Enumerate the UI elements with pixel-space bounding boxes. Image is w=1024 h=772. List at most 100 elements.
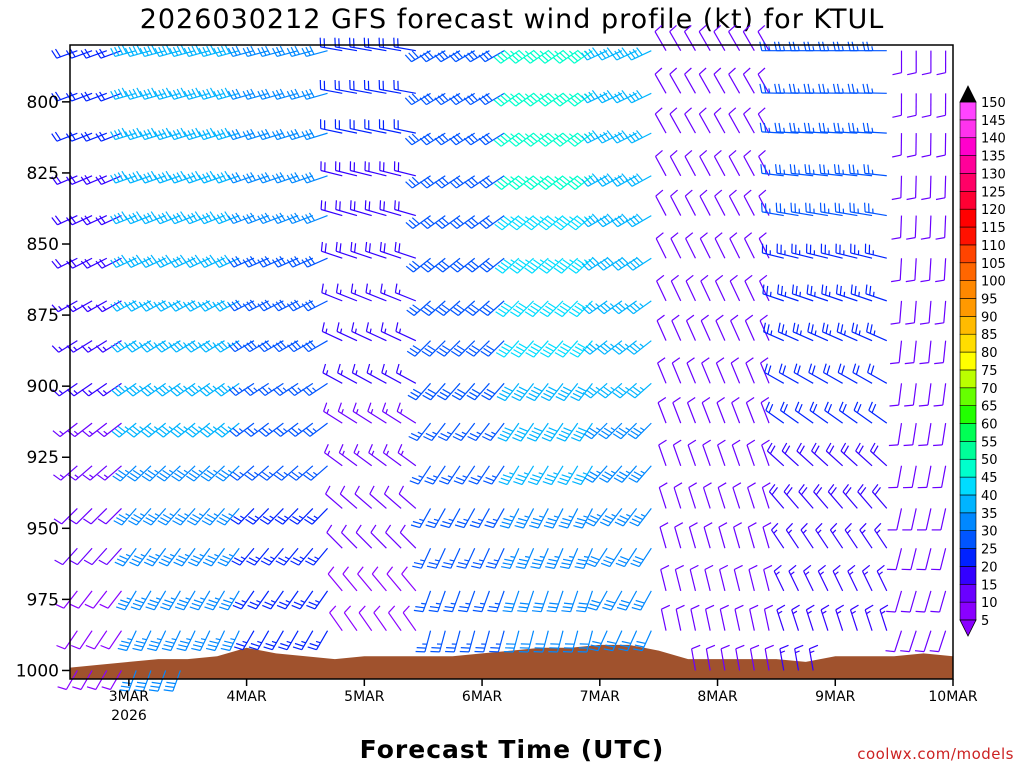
- barb-flag: [413, 305, 421, 310]
- barb-flag: [921, 238, 930, 240]
- barb-staff: [661, 570, 666, 591]
- barb-staff: [942, 423, 945, 445]
- barb-half-flag: [127, 639, 131, 640]
- barb-flag: [504, 607, 513, 608]
- barb-half-flag: [611, 387, 615, 390]
- wind-barb: [656, 233, 666, 259]
- barb-flag: [534, 387, 542, 391]
- barb-flag: [634, 428, 642, 433]
- barb-half-flag: [184, 427, 188, 430]
- wind-barb: [125, 171, 151, 183]
- barb-half-flag: [169, 427, 173, 430]
- wind-barb: [715, 233, 725, 259]
- barb-flag: [494, 100, 501, 106]
- barb-flag: [457, 305, 465, 310]
- barb-flag: [465, 266, 472, 272]
- barb-staff: [425, 631, 431, 652]
- wind-barb: [655, 68, 666, 93]
- barb-flag: [839, 402, 843, 411]
- barb-flag: [547, 611, 556, 612]
- wind-barb: [746, 358, 754, 384]
- barb-flag: [481, 351, 489, 356]
- barb-staff: [420, 508, 431, 527]
- barb-flag: [278, 517, 286, 522]
- barb-flag: [767, 324, 769, 333]
- barb-staff: [156, 631, 165, 651]
- barb-staff: [501, 133, 519, 146]
- wind-barb: [111, 88, 137, 99]
- barb-flag: [512, 55, 519, 61]
- barb-flag: [637, 90, 643, 97]
- barb-flag: [613, 393, 620, 398]
- barb-half-flag: [214, 470, 218, 473]
- barb-flag: [371, 525, 376, 533]
- barb-flag: [578, 607, 587, 608]
- barb-half-flag: [799, 170, 800, 175]
- barb-flag: [291, 387, 298, 394]
- barb-staff: [700, 196, 710, 215]
- barb-staff: [912, 508, 917, 529]
- barb-staff: [714, 114, 725, 133]
- barb-flag: [435, 222, 442, 228]
- wind-barb: [685, 68, 696, 93]
- barb-half-flag: [419, 476, 423, 478]
- barb-staff: [469, 631, 475, 652]
- barb-flag: [421, 222, 428, 228]
- barb-flag: [563, 93, 570, 99]
- wind-barb: [932, 466, 945, 488]
- barb-flag: [685, 68, 692, 74]
- barb-half-flag: [214, 554, 218, 556]
- wind-barb: [140, 45, 166, 56]
- barb-half-flag: [810, 651, 814, 653]
- barb-half-flag: [240, 516, 244, 519]
- barb-flag: [509, 184, 516, 190]
- barb-staff: [125, 591, 136, 610]
- barb-flag: [487, 522, 496, 525]
- wind-barb: [611, 214, 636, 227]
- colorbar-segment: [960, 602, 976, 620]
- barb-staff: [343, 574, 357, 591]
- barb-staff: [509, 508, 519, 528]
- barb-staff: [714, 74, 725, 93]
- wind-barb: [837, 323, 857, 341]
- barb-flag: [786, 523, 792, 530]
- barb-flag: [633, 344, 640, 350]
- barb-staff: [729, 196, 739, 215]
- barb-flag: [248, 605, 257, 609]
- barb-half-flag: [858, 170, 859, 175]
- barb-flag: [893, 73, 902, 75]
- wind-barb: [747, 440, 755, 466]
- wind-barb: [395, 200, 416, 215]
- barb-flag: [245, 475, 253, 480]
- barb-staff: [520, 383, 534, 400]
- barb-flag: [374, 606, 380, 613]
- barb-flag: [731, 358, 739, 363]
- barb-flag: [512, 438, 521, 442]
- barb-staff: [945, 216, 946, 238]
- barb-flag: [700, 190, 707, 196]
- wind-barb: [866, 285, 887, 301]
- wind-barb: [342, 525, 357, 548]
- barb-flag: [118, 341, 124, 348]
- barb-flag: [431, 648, 440, 649]
- wind-barb: [763, 523, 771, 549]
- barb-flag: [476, 648, 485, 649]
- barb-flag: [181, 171, 186, 179]
- barb-flag: [322, 322, 324, 331]
- barb-flag: [548, 260, 556, 265]
- barb-staff: [860, 530, 872, 548]
- barb-flag: [730, 233, 737, 239]
- barb-flag: [513, 482, 522, 485]
- barb-flag: [233, 472, 240, 478]
- wind-barb: [718, 483, 726, 509]
- barb-flag: [690, 565, 698, 569]
- barb-flag: [453, 96, 459, 103]
- barb-flag: [837, 42, 839, 51]
- x-tick-label: 5MAR: [344, 689, 385, 705]
- barb-flag: [230, 475, 237, 480]
- barb-flag: [135, 600, 144, 603]
- wind-barb: [337, 322, 357, 340]
- barb-half-flag: [814, 170, 815, 175]
- barb-flag: [407, 310, 414, 315]
- barb-staff: [370, 494, 387, 508]
